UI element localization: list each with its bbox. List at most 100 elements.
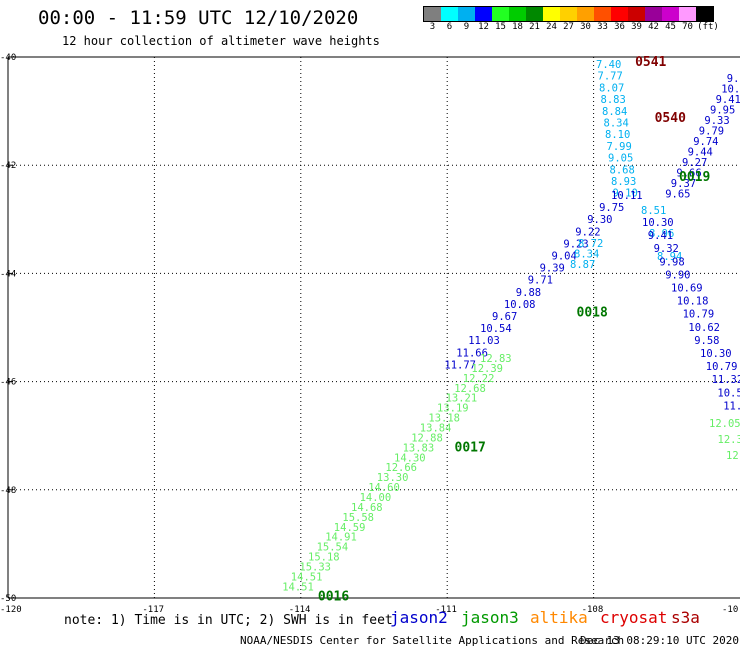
scale-swatch	[526, 7, 543, 21]
swh-value: 11.94	[723, 400, 740, 412]
swh-value: 9.58	[694, 335, 719, 347]
swh-value: 12.68	[454, 383, 486, 395]
swh-value: 15.33	[299, 562, 331, 574]
swh-value: 9.67	[492, 311, 517, 323]
swh-value: 14.68	[351, 502, 383, 514]
credit-line: NOAA/NESDIS Center for Satellite Applica…	[240, 634, 625, 647]
swh-value: 9.37	[671, 178, 696, 190]
swh-value: 10.54	[480, 323, 512, 335]
swh-value: 13.30	[377, 472, 409, 484]
scale-swatch	[645, 7, 662, 21]
scale-label: 6	[446, 22, 453, 32]
pass-number: 0019	[679, 170, 710, 185]
swh-value: 14.30	[394, 452, 426, 464]
scale-label: 15	[495, 22, 506, 32]
swh-value: 8.72	[578, 238, 603, 250]
lat-label: -46	[0, 378, 16, 388]
swh-value: 9.33	[704, 115, 729, 127]
lat-label: -50	[0, 594, 16, 604]
swh-value: 9.79	[699, 126, 724, 138]
swh-value: 9.04	[552, 251, 577, 263]
scale-swatch	[662, 7, 679, 21]
generated-timestamp: Dec 13 08:29:10 UTC 2020	[580, 634, 739, 647]
swh-value: 13.18	[428, 413, 460, 425]
swh-value: 8.34	[604, 118, 629, 130]
swh-value: 11.03	[468, 335, 500, 347]
swh-value: 11.32	[712, 374, 740, 386]
swh-value: 9.41	[648, 230, 673, 242]
swh-value: 9.05	[608, 153, 633, 165]
swh-value: 11.77	[444, 359, 476, 371]
swh-value: 9.85	[727, 73, 740, 85]
swh-value: 7.77	[598, 71, 623, 83]
swh-value: 9.27	[682, 157, 707, 169]
swh-value: 9.44	[688, 147, 713, 159]
scale-swatch	[543, 7, 560, 21]
legend-jason3: jason3	[461, 608, 519, 627]
swh-value: 9.32	[654, 243, 679, 255]
scale-label: 33	[597, 22, 608, 32]
swh-value: 14.51	[291, 571, 323, 583]
lat-label: -44	[0, 269, 16, 279]
swh-value: 9.74	[693, 136, 718, 148]
scale-swatch	[492, 7, 509, 21]
swh-value: 10.79	[706, 361, 738, 373]
swh-value: 12.	[726, 450, 740, 462]
page-title: 00:00 - 11:59 UTC 12/10/2020	[38, 7, 359, 29]
swh-value: 12.39	[471, 363, 503, 375]
swh-value: 10.18	[677, 296, 709, 308]
scale-label: 9	[463, 22, 470, 32]
pass-number: 0018	[577, 305, 608, 320]
color-scale	[423, 6, 714, 22]
swh-value: 9.95	[710, 105, 735, 117]
swh-value: 9.71	[528, 275, 553, 287]
legend-cryosat: cryosat	[600, 608, 668, 627]
scale-swatch	[696, 7, 713, 21]
lon-label: -108	[582, 605, 604, 615]
scale-swatch	[509, 7, 526, 21]
swh-value: 15.54	[317, 542, 349, 554]
swh-value: 9.65	[665, 189, 690, 201]
swh-value: 7.99	[607, 141, 632, 153]
lon-label: -10	[722, 605, 738, 615]
pass-number: 0016	[318, 589, 349, 604]
swh-value: 14.60	[368, 482, 400, 494]
swh-value: 10.10	[721, 84, 740, 96]
scale-swatch	[611, 7, 628, 21]
swh-value: 12.22	[463, 373, 495, 385]
swh-value: 14.00	[360, 492, 392, 504]
swh-value: 8.68	[610, 164, 635, 176]
legend-altika: altika	[530, 608, 588, 627]
page-subtitle: 12 hour collection of altimeter wave hei…	[62, 34, 380, 48]
scale-label: 27	[563, 22, 574, 32]
scale-label: 70	[682, 22, 693, 32]
scale-swatch	[679, 7, 696, 21]
swh-value: 12.3	[718, 434, 740, 446]
swh-value: 14.59	[334, 522, 366, 534]
swh-value: 10.62	[688, 322, 720, 334]
swh-value: 8.34	[574, 249, 599, 261]
swh-value: 12.66	[385, 462, 417, 474]
legend-jason2: jason2	[390, 608, 448, 627]
swh-value: 10.11	[611, 190, 643, 202]
swh-value: 9.75	[599, 202, 624, 214]
swh-value: 9.22	[575, 226, 600, 238]
scale-swatch	[458, 7, 475, 21]
swh-value: 8.10	[605, 129, 630, 141]
swh-value: 15.58	[342, 512, 374, 524]
scale-swatch	[560, 7, 577, 21]
swh-value: 10.69	[671, 283, 703, 295]
scale-label: 18	[512, 22, 523, 32]
swh-value: 13.19	[437, 403, 469, 415]
scale-swatch	[424, 7, 441, 21]
scale-label: 39	[631, 22, 642, 32]
swh-value: 9.30	[587, 214, 612, 226]
swh-value: 12.05	[709, 418, 740, 430]
swh-value: 9.98	[659, 256, 684, 268]
scale-label: 36	[614, 22, 625, 32]
swh-value: 7.40	[596, 59, 621, 71]
swh-value: 8.96	[649, 228, 674, 240]
swh-value: 8.94	[657, 251, 682, 263]
swh-value: 14.51	[282, 581, 314, 593]
